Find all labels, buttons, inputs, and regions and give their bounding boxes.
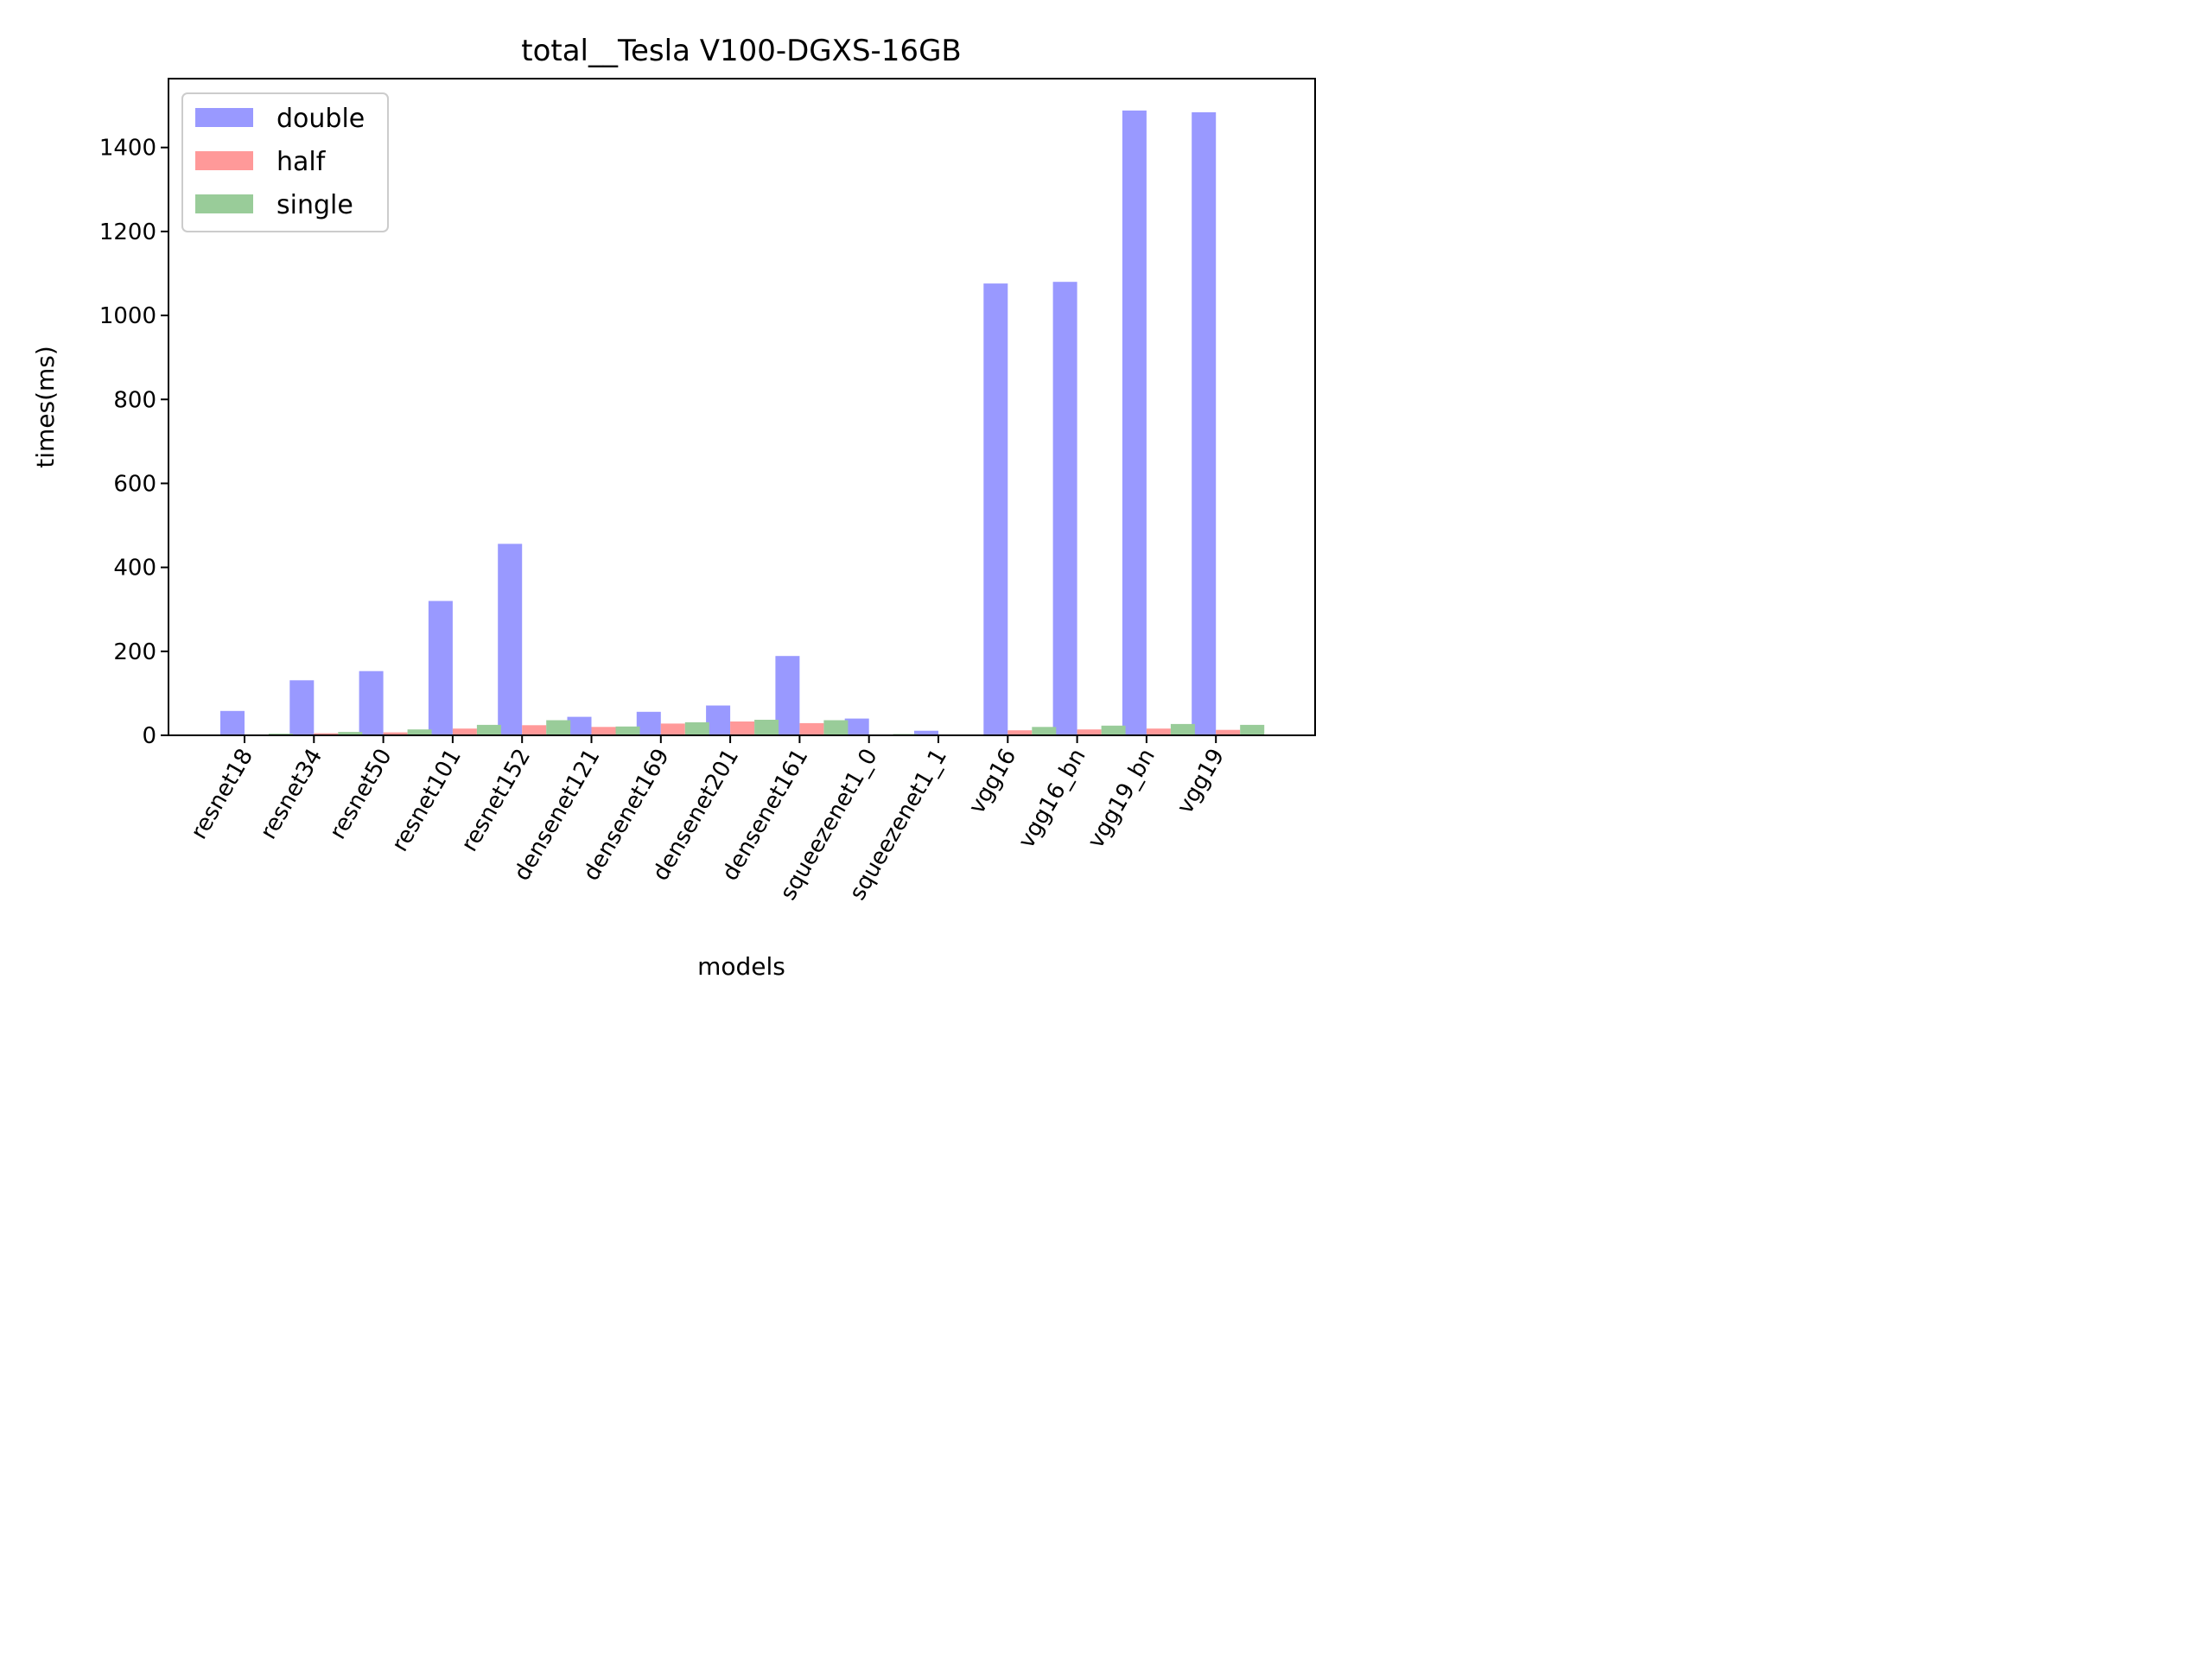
bar-double-densenet161 [775,656,800,735]
bar-single-densenet201 [754,720,779,735]
bar-half-vgg19_bn [1146,728,1171,735]
bar-half-densenet201 [730,721,755,735]
x-tick-label-resnet152: resnet152 [456,745,536,856]
bar-single-resnet34 [338,732,363,735]
bar-half-resnet50 [383,732,408,735]
bar-double-resnet152 [498,543,523,735]
bar-single-densenet169 [684,721,709,735]
bar-double-vgg19 [1192,111,1217,735]
bar-half-resnet34 [314,733,339,735]
x-tick-label-vgg19: vgg19 [1173,745,1230,819]
bar-double-densenet201 [706,705,731,735]
x-tick-label-vgg16: vgg16 [964,745,1022,819]
chart-title: total__Tesla V100-DGXS-16GB [521,34,962,68]
bar-half-densenet121 [591,727,616,735]
legend-label-single: single [276,190,353,220]
bars-layer [220,110,1265,736]
bar-single-densenet161 [823,720,849,735]
y-tick-label: 1400 [99,136,156,162]
bar-single-densenet121 [615,726,640,735]
bar-double-densenet169 [636,711,661,735]
bar-half-resnet152 [522,725,547,735]
bar-double-resnet18 [220,710,245,735]
bar-single-vgg16 [1032,727,1057,735]
bar-double-densenet121 [567,716,592,735]
y-tick-label: 1200 [99,219,156,245]
y-tick-label: 0 [142,723,156,749]
legend: double half single [181,92,389,232]
bar-half-vgg19 [1216,729,1241,735]
bar-double-resnet50 [359,671,384,735]
plot-frame [168,78,1316,736]
x-axis-label: models [697,952,785,981]
bar-single-vgg19_bn [1170,723,1195,735]
bar-single-vgg16_bn [1101,725,1126,735]
legend-swatch-double [195,108,253,127]
legend-label-double: double [276,104,365,134]
bar-half-resnet101 [452,728,477,735]
x-tick-label-resnet50: resnet50 [325,745,397,844]
bar-double-resnet34 [289,680,315,735]
bar-half-densenet161 [799,722,824,735]
bar-half-vgg16 [1007,730,1033,735]
bar-double-vgg19_bn [1122,110,1147,735]
bar-double-resnet101 [428,601,453,735]
bar-single-resnet152 [546,720,571,735]
bar-double-vgg16_bn [1052,282,1077,735]
y-tick-label: 400 [113,556,156,582]
x-axis: resnet18resnet34resnet50resnet101resnet1… [186,735,1230,905]
bar-single-vgg19 [1240,724,1265,735]
legend-swatch-half [195,151,253,170]
bar-single-resnet101 [476,724,501,735]
y-tick-label: 200 [113,639,156,665]
x-tick-label-resnet34: resnet34 [256,745,328,844]
y-tick-label: 600 [113,471,156,497]
x-tick-label-resnet18: resnet18 [186,745,258,844]
chart: total__Tesla V100-DGXS-16GB 0 200 400 600 80… [31,34,1316,981]
legend-swatch-single [195,194,253,213]
y-tick-label: 800 [113,387,156,413]
y-tick-label: 1000 [99,303,156,329]
bar-double-vgg16 [983,283,1008,736]
bar-single-resnet50 [407,729,432,735]
bar-double-squeezenet1_0 [844,718,869,735]
legend-label-half: half [276,147,327,177]
bar-half-densenet169 [660,723,685,735]
y-axis: 0 200 400 600 800 1000 1200 1400 [99,136,168,749]
x-tick-label-vgg16_bn: vgg16_bn [1014,745,1091,853]
y-axis-label: times(ms) [31,346,60,468]
x-tick-label-resnet101: resnet101 [387,745,467,856]
x-tick-label-vgg19_bn: vgg19_bn [1083,745,1160,853]
bar-half-vgg16_bn [1077,729,1102,735]
bar-double-squeezenet1_1 [914,730,938,735]
